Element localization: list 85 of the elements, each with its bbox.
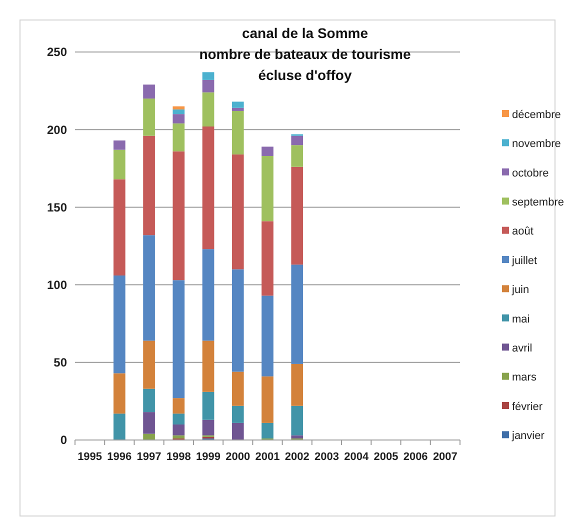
x-tick-label: 1996	[107, 451, 132, 463]
bar	[232, 422, 244, 440]
bar	[202, 420, 214, 436]
x-tick-label: 1998	[166, 451, 191, 463]
bar	[172, 109, 185, 114]
bar	[172, 435, 185, 438]
x-tick-label: 2003	[314, 451, 339, 463]
bar	[232, 372, 244, 406]
bar	[291, 435, 304, 438]
bar	[172, 424, 185, 436]
y-tick-label: 0	[60, 433, 68, 448]
x-tick-label: 1995	[78, 451, 102, 463]
bar	[143, 235, 155, 341]
bar	[202, 126, 214, 250]
bar	[172, 123, 185, 152]
bar	[291, 166, 304, 265]
y-tick-label: 200	[46, 122, 68, 137]
bar	[202, 340, 214, 392]
x-tick-label: 1997	[136, 451, 162, 463]
bar	[143, 340, 155, 389]
legend-label: novembre	[512, 138, 561, 150]
bar	[262, 296, 274, 376]
y-tick-label: 250	[46, 45, 68, 60]
bar	[291, 264, 304, 364]
bar	[202, 392, 214, 420]
bar	[262, 221, 274, 296]
bar	[202, 92, 214, 126]
y-tick-label: 150	[46, 200, 68, 214]
bar	[114, 275, 126, 374]
legend-label: décembre	[512, 108, 561, 121]
x-tick-label: 2005	[374, 451, 398, 463]
bar	[143, 434, 155, 440]
legend-label: août	[512, 226, 534, 238]
bar	[172, 280, 185, 398]
legend-label: avril	[512, 342, 532, 354]
bar	[114, 179, 126, 276]
bar	[172, 414, 185, 424]
chart-title: canal de la Somme nombre de bateaux de tourisme écluse d'offoy	[199, 25, 412, 83]
x-tick-label: 2002	[284, 451, 310, 463]
bar	[262, 422, 274, 438]
legend-label: juin	[511, 284, 530, 296]
bar	[202, 72, 214, 80]
bar	[114, 414, 126, 440]
bar	[114, 140, 126, 150]
bar	[114, 373, 126, 414]
x-tick-label: 2004	[344, 451, 370, 463]
legend-label: janvier	[511, 430, 545, 442]
bar	[143, 98, 155, 136]
bar	[143, 388, 155, 412]
x-tick-label: 2007	[432, 451, 458, 463]
bar	[202, 80, 214, 92]
bar	[232, 269, 244, 372]
bar	[262, 146, 274, 156]
bar	[232, 110, 244, 154]
bar	[232, 102, 244, 108]
y-tick-label: 50	[54, 356, 68, 370]
bar	[232, 154, 244, 270]
bar	[172, 398, 185, 414]
bar	[291, 406, 304, 436]
x-tick-label: 2000	[226, 451, 250, 463]
bar	[172, 151, 185, 280]
x-tick-label: 2001	[255, 451, 280, 463]
legend-label: mars	[512, 372, 537, 384]
bar	[262, 376, 274, 423]
legend-label: juillet	[511, 254, 538, 267]
bar	[232, 406, 244, 423]
bar	[143, 136, 155, 236]
bar	[232, 108, 244, 111]
bar	[291, 364, 304, 406]
bar	[291, 136, 304, 146]
bar	[291, 145, 304, 167]
x-tick-label: 1999	[196, 451, 221, 463]
legend-label: octobre	[512, 167, 549, 180]
bar	[143, 84, 155, 99]
bar	[143, 412, 155, 434]
x-tick-label: 2006	[403, 451, 428, 463]
bar	[262, 156, 274, 222]
bar	[114, 150, 126, 180]
legend-label: mai	[512, 313, 530, 326]
legend-label: février	[512, 400, 543, 413]
bar	[202, 249, 214, 341]
bar	[172, 106, 185, 110]
y-tick-label: 100	[46, 278, 68, 292]
legend-label: septembre	[512, 196, 564, 208]
bar	[172, 114, 185, 124]
